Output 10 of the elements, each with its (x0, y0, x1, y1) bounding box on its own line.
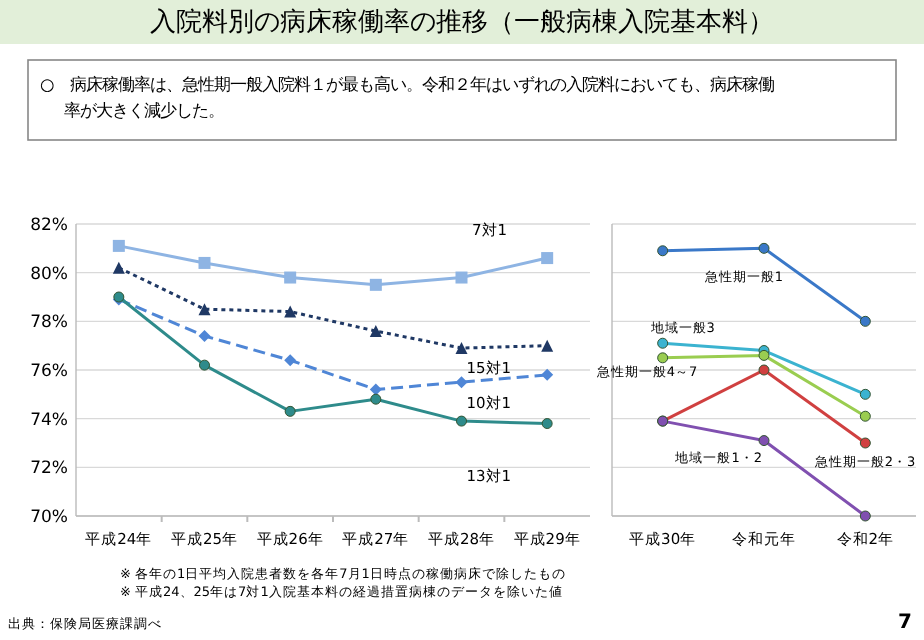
y-tick-label: 76% (30, 361, 68, 382)
y-tick-label: 82% (30, 215, 68, 236)
chart-subtitle: ○ 病床稼働率は、急性期一般入院料１が最も高い。令和２年はいずれの入院料においても、病床稼働率が大きく減少した。 (40, 74, 775, 120)
y-tick-label: 80% (30, 264, 68, 285)
chart-title: 入院料別の病床稼働率の推移（一般病棟入院基本料） (150, 6, 774, 38)
y-tick-label: 70% (30, 507, 68, 528)
y-tick-label: 72% (30, 459, 68, 480)
text: 7 (898, 612, 913, 634)
y-tick-label: 74% (30, 410, 68, 431)
y-tick-label: 78% (30, 313, 68, 334)
